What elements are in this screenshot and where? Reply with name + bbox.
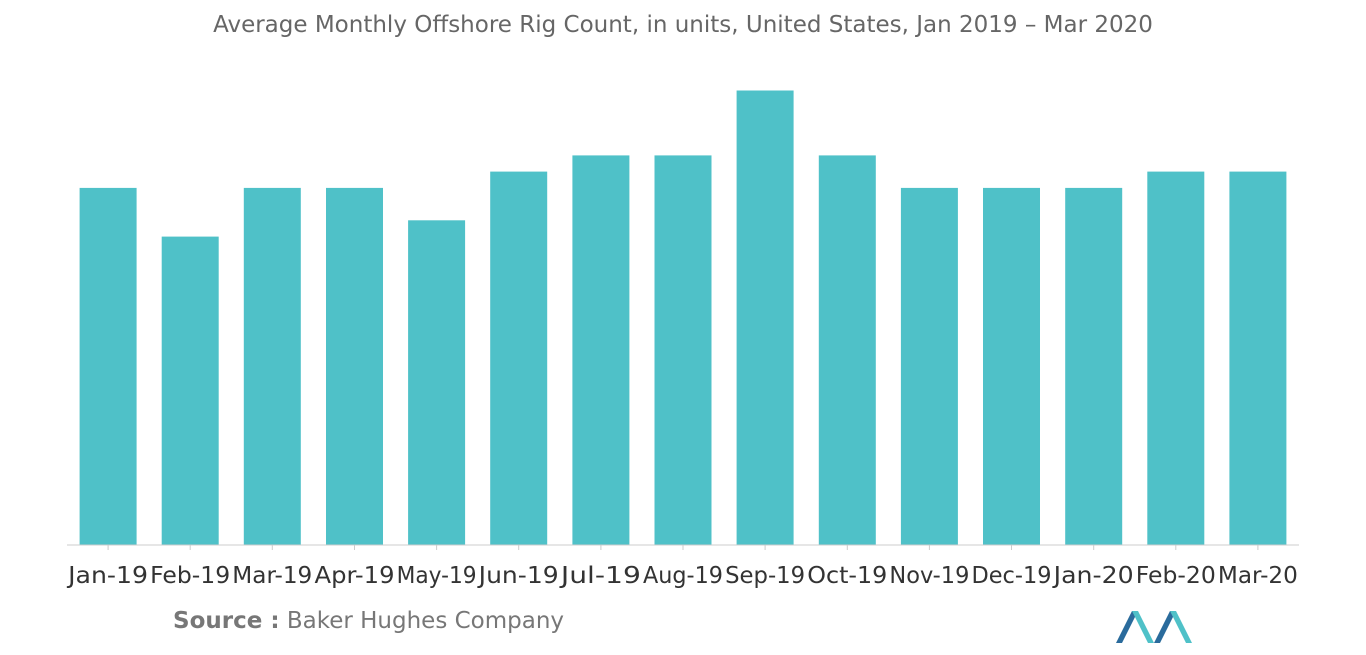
x-tick-label: May-19 — [397, 563, 477, 589]
source-note: Source : Baker Hughes Company — [173, 608, 564, 634]
bar-mar-20 — [1229, 171, 1287, 545]
x-tick-label: Dec-19 — [972, 563, 1052, 589]
bar-nov-19 — [900, 187, 958, 545]
bar-feb-19 — [161, 236, 219, 545]
x-tick-label: Mar-20 — [1218, 563, 1298, 589]
x-tick-label: Jan-20 — [1052, 563, 1134, 589]
bar-apr-19 — [326, 187, 383, 545]
bar-aug-19 — [654, 155, 712, 545]
mordor-logo-icon — [1116, 611, 1192, 643]
bar-jan-19 — [79, 187, 137, 545]
bar-feb-20 — [1147, 171, 1205, 545]
bar-jan-20 — [1065, 187, 1123, 545]
bar-jun-19 — [490, 171, 548, 545]
x-tick-label: Jul-19 — [558, 563, 640, 589]
x-tick-label: Nov-19 — [889, 563, 969, 589]
chart-title: Average Monthly Offshore Rig Count, in u… — [213, 12, 1153, 38]
x-tick-label: Apr-19 — [315, 563, 395, 589]
x-tick-label: Feb-20 — [1136, 563, 1216, 589]
source-label: Source : — [173, 608, 280, 634]
x-tick-label: Jun-19 — [477, 563, 559, 589]
x-tick-label: Oct-19 — [807, 563, 887, 589]
bar-dec-19 — [983, 187, 1040, 545]
x-tick-label: Sep-19 — [725, 563, 805, 589]
bars-group — [79, 90, 1287, 546]
bar-oct-19 — [818, 155, 876, 545]
bar-chart: Jan-19 Feb-19 Mar-19 Apr-19 May-19 Jun-19 Jul-… — [66, 90, 1299, 589]
x-labels-group: Jan-19 Feb-19 Mar-19 Apr-19 May-19 Jun-19 Jul-… — [66, 563, 1298, 589]
bar-sep-19 — [736, 90, 794, 545]
x-tick-label: Jan-19 — [66, 563, 148, 589]
source-text: Baker Hughes Company — [286, 608, 565, 634]
x-tick-label: Aug-19 — [643, 563, 723, 589]
x-tick-label: Feb-19 — [150, 563, 230, 589]
bar-jul-19 — [572, 155, 630, 545]
bar-may-19 — [408, 220, 466, 546]
x-tick-label: Mar-19 — [232, 563, 312, 589]
bar-mar-19 — [243, 187, 301, 545]
x-ticks-group — [107, 545, 1259, 550]
